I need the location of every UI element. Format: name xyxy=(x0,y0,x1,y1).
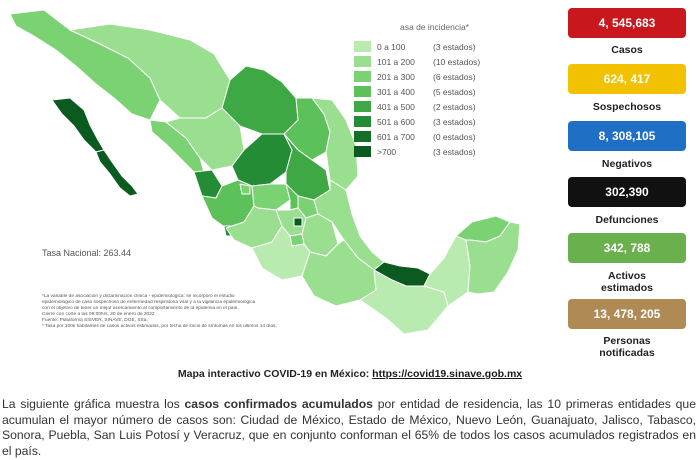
legend-swatch xyxy=(354,146,371,157)
stat-negativos-label: Negativos xyxy=(601,158,653,170)
legend-count: (10 estados) xyxy=(433,56,481,67)
paragraph-bold: casos confirmados acumulados xyxy=(184,397,373,411)
legend-count: (3 estados) xyxy=(433,116,476,127)
legend-swatch xyxy=(354,56,371,67)
legend-row: 601 a 700 (0 estados) xyxy=(354,130,504,143)
legend-count: (2 estados) xyxy=(433,101,476,112)
legend-swatch xyxy=(354,101,371,112)
stat-defunciones-value: 302,390 xyxy=(568,177,686,207)
paragraph-part1: La siguiente gráfica muestra los xyxy=(2,397,185,411)
stat-activos-value: 342, 788 xyxy=(568,233,686,263)
legend-range: 501 a 600 xyxy=(377,116,415,127)
map-panel: asa de incidencia* 0 a 100 (3 estados) 101… xyxy=(9,9,521,335)
legend-count: (0 estados) xyxy=(433,131,476,142)
legend-count: (6 estados) xyxy=(433,71,476,82)
footnote: Cierre con corte a las 09:00hrs, 20 de e… xyxy=(42,312,155,317)
legend-row: 301 a 400 (5 estados) xyxy=(354,85,504,98)
covid-map-link[interactable]: https://covid19.sinave.gob.mx xyxy=(372,368,523,380)
state-quintana-roo xyxy=(465,221,521,295)
stat-activos-label-line1: Activos xyxy=(608,270,646,282)
state-aguascalientes xyxy=(239,183,251,195)
legend-row: >700 (3 estados) xyxy=(354,145,504,158)
state-guanajuato xyxy=(251,183,291,211)
state-guerrero xyxy=(251,225,311,281)
legend-row: 201 a 300 (6 estados) xyxy=(354,70,504,83)
legend-range: 101 a 200 xyxy=(377,56,415,67)
legend-swatch xyxy=(354,131,371,142)
state-baja-california xyxy=(51,97,105,153)
stat-casos-label: Casos xyxy=(611,44,643,56)
footnote: con el objetivo de tener un mejor acerca… xyxy=(42,306,239,311)
stat-personas-label: Personas notificadas xyxy=(558,335,696,359)
map-caption-prefix: Mapa interactivo COVID-19 en México: xyxy=(177,368,373,380)
stat-defunciones-label: Defunciones xyxy=(595,214,659,226)
state-oaxaca xyxy=(301,239,377,307)
legend-range: 301 a 400 xyxy=(377,86,415,97)
stat-personas-label-line1: Personas xyxy=(603,335,651,347)
legend-row: 401 a 500 (2 estados) xyxy=(354,100,504,113)
legend-title: asa de incidencia* xyxy=(400,22,469,32)
legend-row: 0 a 100 (3 estados) xyxy=(354,40,504,53)
stat-casos-value: 4, 545,683 xyxy=(568,8,686,38)
legend-range: 601 a 700 xyxy=(377,131,415,142)
legend-swatch xyxy=(354,71,371,82)
legend-row: 101 a 200 (10 estados) xyxy=(354,55,504,68)
legend-count: (3 estados) xyxy=(433,146,476,157)
tasa-nacional: Tasa Nacional: 263.44 xyxy=(42,248,132,258)
stat-sospechosos-value: 624, 417 xyxy=(568,64,686,94)
state-ciudad-de-mexico xyxy=(293,217,303,227)
stat-negativos-value: 8, 308,105 xyxy=(568,121,686,151)
legend-swatch xyxy=(354,86,371,97)
legend-count: (5 estados) xyxy=(433,86,476,97)
legend-swatch xyxy=(354,41,371,52)
legend-range: 0 a 100 xyxy=(377,41,406,52)
description-paragraph: La siguiente gráfica muestra los casos c… xyxy=(2,397,696,459)
mexico-choropleth-map xyxy=(9,9,521,335)
map-caption: Mapa interactivo COVID-19 en México: htt… xyxy=(0,368,700,380)
legend-swatch xyxy=(354,116,371,127)
legend-range: 401 a 500 xyxy=(377,101,415,112)
stat-activos-label: Activos estimados xyxy=(558,270,696,294)
stat-sospechosos-label: Sospechosos xyxy=(592,101,662,113)
stat-personas-value: 13, 478, 205 xyxy=(568,299,686,329)
legend-range: 201 a 300 xyxy=(377,71,415,82)
footnote: * Tasa por 100k habitantes de casos acti… xyxy=(42,324,277,329)
state-baja-california-sur xyxy=(95,149,139,197)
legend-range: >700 xyxy=(377,146,397,157)
legend-row: 501 a 600 (3 estados) xyxy=(354,115,504,128)
footnotes: *La variable de asociación y dictaminaci… xyxy=(42,294,372,330)
stat-activos-label-line2: estimados xyxy=(601,282,653,294)
legend-count: (3 estados) xyxy=(433,41,476,52)
footnote: epidemiológico de caso sospechoso de enf… xyxy=(42,300,256,305)
stat-personas-label-line2: notificadas xyxy=(599,347,655,359)
paragraph-part2: por entidad de residencia, las 10 primer… xyxy=(2,397,696,458)
footnote: Fuente: Plataforma SISVER, SINAVE, DGE, … xyxy=(42,318,148,323)
footnote: *La variable de asociación y dictaminaci… xyxy=(42,294,235,299)
